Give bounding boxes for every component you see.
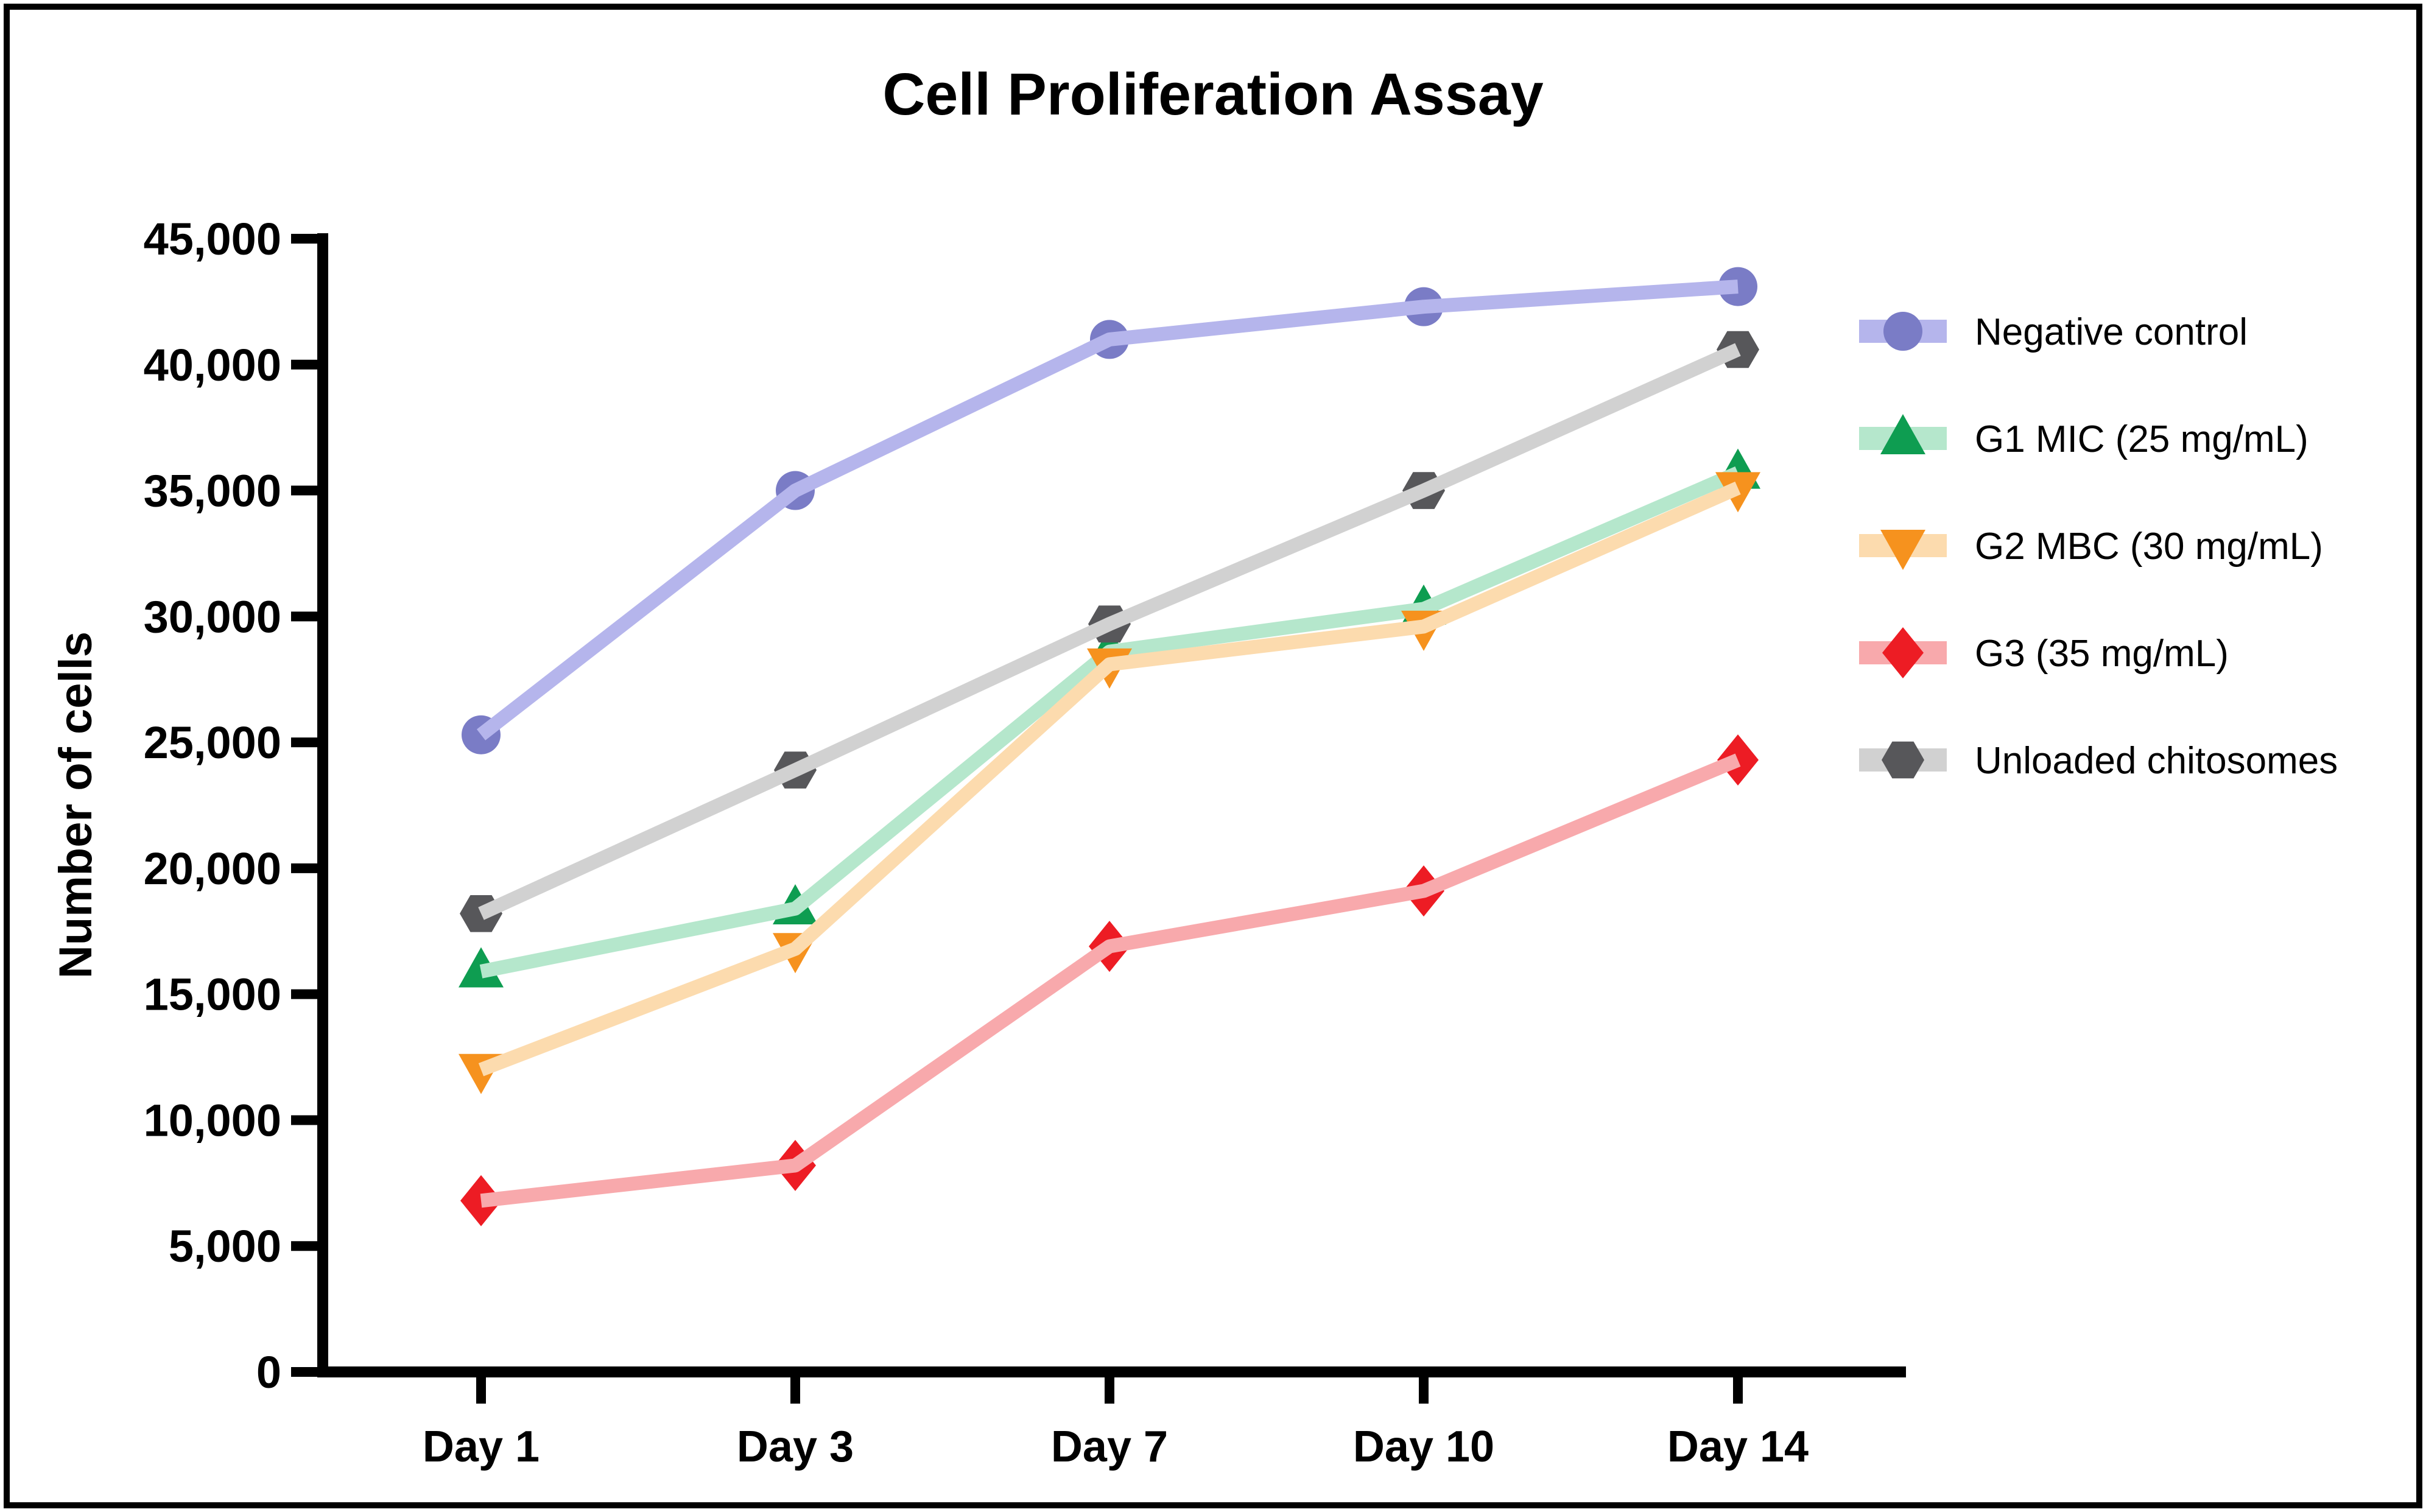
series-2	[459, 448, 1760, 988]
legend-label: G2 MBC (30 mg/mL)	[1975, 526, 2323, 568]
legend-marker-circle-icon	[1883, 312, 1922, 351]
x-tick-label: Day 14	[1667, 1422, 1809, 1471]
x-tick-label: Day 7	[1051, 1422, 1168, 1471]
series-1	[462, 267, 1757, 754]
y-tick-label: 10,000	[144, 1095, 281, 1145]
legend-label: Negative control	[1975, 311, 2248, 353]
x-tick-label: Day 3	[737, 1422, 854, 1471]
legend-marker-triangle-down-icon	[1880, 530, 1925, 570]
y-tick-label: 20,000	[144, 843, 281, 894]
y-tick-label: 5,000	[169, 1221, 281, 1271]
legend-label: Unloaded chitosomes	[1975, 740, 2338, 782]
series-line	[478, 481, 1741, 1077]
series-3	[459, 472, 1760, 1094]
y-tick-label: 45,000	[144, 214, 281, 264]
x-axis-ticks: Day 1 Day 3 Day 7 Day 10 Day 14	[423, 1372, 1809, 1471]
legend-item: G1 MIC (25 mg/mL)	[1859, 414, 2308, 460]
legend-item: G2 MBC (30 mg/mL)	[1859, 526, 2323, 570]
legend-item: Negative control	[1859, 311, 2248, 353]
series-line	[478, 343, 1741, 920]
y-tick-label: 25,000	[144, 717, 281, 768]
series-line	[479, 466, 1741, 979]
x-tick-label: Day 10	[1353, 1422, 1494, 1471]
y-tick-label: 0	[256, 1347, 281, 1398]
legend: Negative control G1 MIC (25 mg/mL) G2 MBC …	[1859, 311, 2338, 782]
legend-marker-diamond-icon	[1882, 627, 1924, 678]
chart-title: Cell Proliferation Assay	[882, 61, 1543, 127]
y-tick-label: 40,000	[144, 340, 281, 390]
y-axis-title: Number of cells	[50, 631, 102, 979]
series-line	[476, 280, 1739, 740]
y-tick-label: 30,000	[144, 591, 281, 642]
legend-item: Unloaded chitosomes	[1859, 740, 2338, 782]
legend-label: G3 (35 mg/mL)	[1975, 633, 2229, 675]
legend-marker-hexagon-icon	[1882, 741, 1924, 779]
series-layer	[459, 267, 1760, 1226]
series-line	[480, 753, 1741, 1208]
diamond-marker-icon	[1717, 734, 1759, 786]
y-axis-ticks: 0 5,000 10,000 15,000 20,000 25,000 30,000 35,0…	[144, 214, 323, 1398]
series-4	[460, 734, 1759, 1226]
legend-marker-triangle-up-icon	[1880, 414, 1925, 454]
legend-item: G3 (35 mg/mL)	[1859, 627, 2229, 678]
y-tick-label: 15,000	[144, 969, 281, 1020]
series-5	[460, 331, 1759, 932]
legend-label: G1 MIC (25 mg/mL)	[1975, 418, 2308, 460]
circle-marker-icon	[1718, 267, 1757, 306]
y-tick-label: 35,000	[144, 466, 281, 516]
x-tick-label: Day 1	[423, 1422, 540, 1471]
